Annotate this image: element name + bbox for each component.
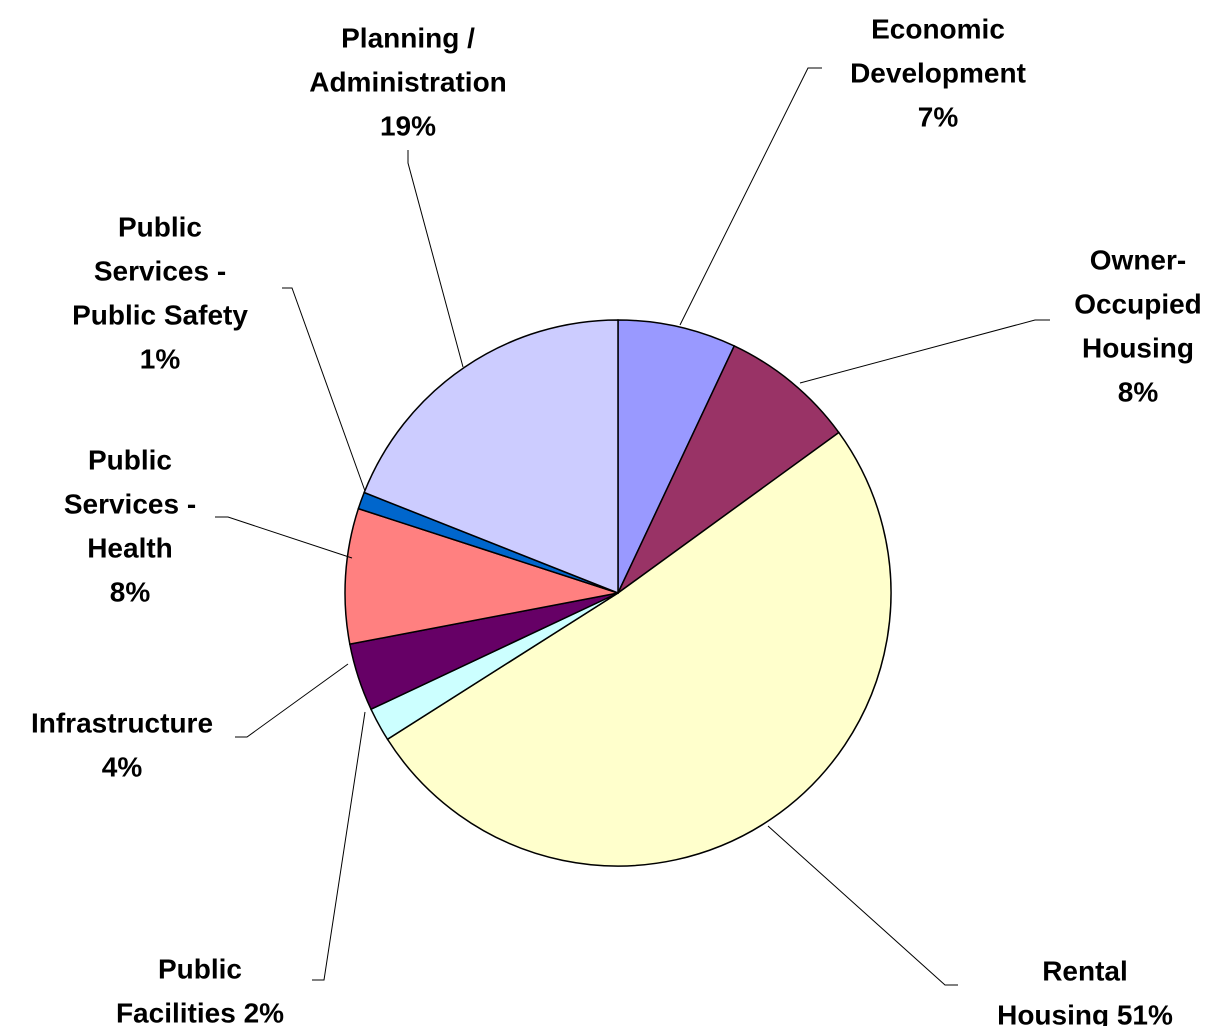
- pie-slice-public-services-health: [344, 507, 619, 646]
- slice-label-line: Housing: [1082, 332, 1194, 363]
- pie-slice-owner-occupied-housing: [617, 344, 840, 594]
- slice-label-line: Services -: [64, 488, 196, 519]
- slice-label-line: Occupied: [1074, 288, 1202, 319]
- slice-label-line: Owner-: [1090, 244, 1186, 275]
- slice-label-line: Public: [158, 953, 242, 984]
- leader-lines: [215, 67, 1050, 986]
- pie-slice-rental-housing: [386, 431, 892, 867]
- slice-label-line: 8%: [1118, 376, 1159, 407]
- slice-label-owner-occupied-housing: Owner- Occupied Housing 8%: [1074, 244, 1202, 407]
- slice-label-line: Facilities 2%: [116, 997, 284, 1026]
- slice-label-line: 4%: [102, 751, 143, 782]
- slice-label-line: Economic: [871, 13, 1005, 44]
- pie-slice-economic-development: [617, 319, 736, 594]
- slice-label-line: Public: [88, 444, 172, 475]
- leader-line-public-facilities: [312, 711, 366, 981]
- slice-label-line: Public Safety: [72, 299, 248, 330]
- pie-slices: [344, 319, 892, 867]
- slice-label-line: 19%: [380, 110, 436, 141]
- leader-line-public-services-public-safety: [282, 287, 366, 492]
- slice-label-public-services-public-safety: Public Services - Public Safety 1%: [72, 211, 248, 374]
- slice-label-public-facilities: Public Facilities 2%: [116, 953, 284, 1026]
- leader-line-economic-development: [679, 67, 822, 326]
- slice-labels: Economic Development 7% Owner- Occupied Housi…: [31, 13, 1202, 1026]
- leader-line-public-services-health: [215, 516, 353, 559]
- slice-label-infrastructure: Infrastructure 4%: [31, 707, 213, 782]
- slice-label-line: 8%: [110, 576, 151, 607]
- slice-label-line: Public: [118, 211, 202, 242]
- slice-label-economic-development: Economic Development 7%: [850, 13, 1026, 132]
- slice-label-planning-administration: Planning / Administration 19%: [309, 22, 507, 141]
- slice-label-line: Planning /: [341, 22, 475, 53]
- slice-label-line: 7%: [918, 101, 959, 132]
- leader-line-planning-administration: [407, 150, 464, 368]
- leader-line-owner-occupied-housing: [799, 319, 1050, 384]
- slice-label-line: Development: [850, 57, 1026, 88]
- leader-line-rental-housing: [767, 825, 958, 986]
- slice-label-line: Housing 51%: [997, 999, 1173, 1026]
- pie-slice-planning-administration: [363, 319, 619, 595]
- slice-label-line: Infrastructure: [31, 707, 213, 738]
- slice-label-rental-housing: Rental Housing 51%: [997, 955, 1173, 1026]
- slice-label-line: Services -: [94, 255, 226, 286]
- slice-label-line: Health: [87, 532, 173, 563]
- slice-label-line: Administration: [309, 66, 507, 97]
- slice-label-line: Rental: [1042, 955, 1128, 986]
- leader-line-infrastructure: [235, 663, 349, 738]
- slice-label-public-services-health: Public Services - Health 8%: [64, 444, 196, 607]
- slice-label-line: 1%: [140, 343, 181, 374]
